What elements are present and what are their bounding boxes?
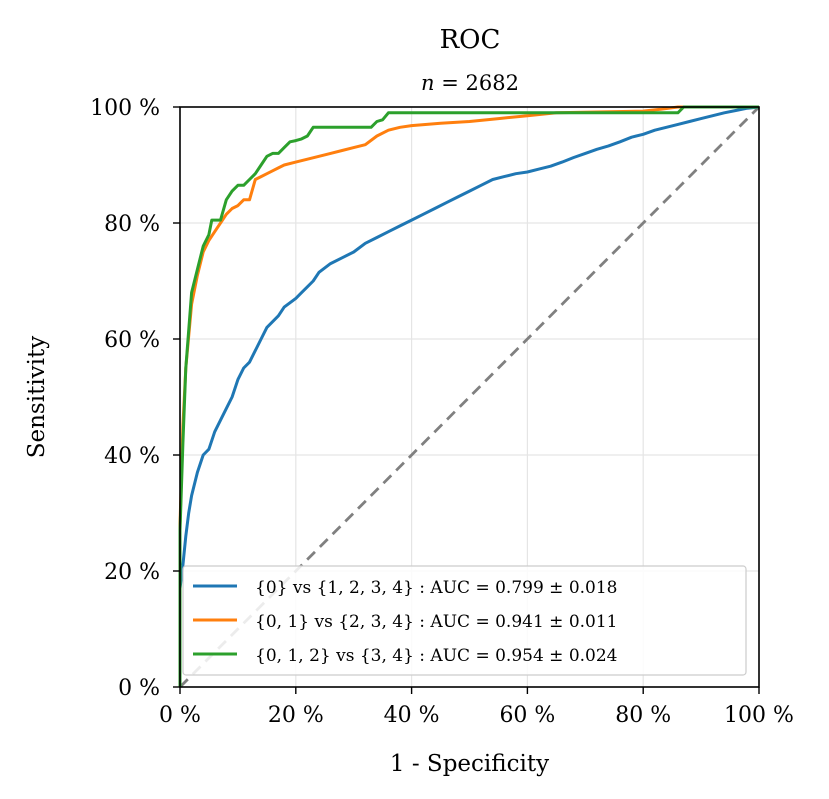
ticks: 0 % 20 % 40 % 60 % 80 % 100 % 0 % 20 % 40 % 60 % 8… <box>90 96 794 728</box>
y-tick-label: 20 % <box>104 560 160 585</box>
y-tick-label: 60 % <box>104 328 160 353</box>
legend-label: {0, 1, 2} vs {3, 4} : AUC = 0.954 ± 0.02… <box>255 646 618 666</box>
x-tick-label: 100 % <box>724 703 794 728</box>
legend-label: {0, 1} vs {2, 3, 4} : AUC = 0.941 ± 0.01… <box>255 612 618 632</box>
x-tick-label: 40 % <box>384 703 440 728</box>
roc-curve-line <box>178 105 759 687</box>
y-tick-label: 40 % <box>104 444 160 469</box>
plot-frame <box>179 106 760 688</box>
chart-subtitle: n = 2682 <box>421 71 519 95</box>
subtitle-variable: n <box>421 71 435 95</box>
legend: {0} vs {1, 2, 3, 4} : AUC = 0.799 ± 0.01… <box>182 565 747 676</box>
legend-box <box>182 565 747 676</box>
y-tick-label: 0 % <box>118 676 160 701</box>
subtitle-value: = 2682 <box>441 71 519 95</box>
x-tick-label: 80 % <box>615 703 671 728</box>
x-tick-label: 20 % <box>268 703 324 728</box>
chart-title: ROC <box>440 25 501 55</box>
legend-label: {0} vs {1, 2, 3, 4} : AUC = 0.799 ± 0.01… <box>255 578 618 598</box>
roc-curve-line <box>178 105 759 687</box>
roc-curve-line <box>178 105 760 687</box>
x-axis-label: 1 - Specificity <box>390 751 549 777</box>
y-axis-label: Sensitivity <box>24 336 50 459</box>
x-tick-label: 0 % <box>159 703 201 728</box>
x-tick-label: 60 % <box>499 703 555 728</box>
y-tick-label: 80 % <box>104 212 160 237</box>
y-tick-label: 100 % <box>90 96 160 121</box>
